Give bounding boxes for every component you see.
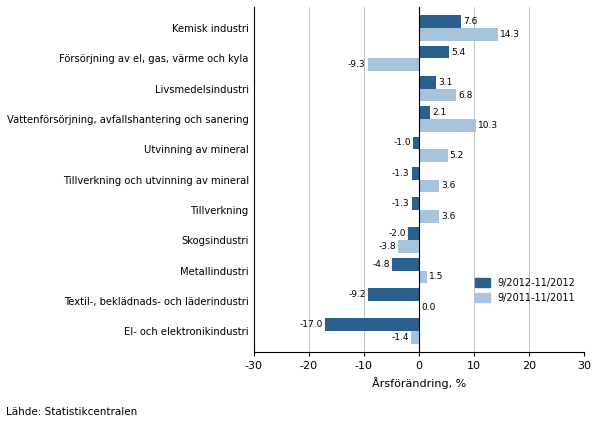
Text: -9.2: -9.2 (349, 290, 366, 299)
Text: Lähde: Statistikcentralen: Lähde: Statistikcentralen (6, 407, 137, 417)
Text: 5.2: 5.2 (450, 151, 464, 160)
Bar (419, 28, 498, 41)
Bar (368, 59, 419, 71)
Bar (419, 149, 447, 162)
Text: 10.3: 10.3 (478, 121, 498, 130)
Bar (419, 16, 460, 28)
Bar (419, 271, 427, 283)
Text: -4.8: -4.8 (373, 260, 390, 269)
Bar (392, 258, 419, 271)
Bar (419, 210, 439, 223)
Bar (419, 76, 436, 89)
Bar (419, 89, 456, 101)
Text: 0.0: 0.0 (421, 303, 435, 312)
Text: -9.3: -9.3 (348, 60, 365, 69)
Text: 3.1: 3.1 (438, 78, 453, 87)
Text: -2.0: -2.0 (388, 229, 405, 238)
Text: -3.8: -3.8 (378, 242, 396, 251)
Bar (419, 180, 439, 192)
Bar (413, 136, 419, 149)
Text: 3.6: 3.6 (441, 181, 455, 190)
Bar (419, 119, 475, 132)
Text: 5.4: 5.4 (451, 48, 465, 56)
Text: 1.5: 1.5 (429, 272, 444, 281)
Text: -1.0: -1.0 (393, 139, 411, 147)
X-axis label: Årsförändring, %: Årsförändring, % (372, 377, 466, 389)
Bar (368, 288, 419, 301)
Bar (398, 240, 419, 253)
Bar (411, 331, 419, 344)
Legend: 9/2012-11/2012, 9/2011-11/2011: 9/2012-11/2012, 9/2011-11/2011 (471, 274, 579, 306)
Text: 3.6: 3.6 (441, 212, 455, 221)
Bar (411, 167, 419, 180)
Bar (411, 197, 419, 210)
Text: 2.1: 2.1 (432, 108, 447, 117)
Text: -17.0: -17.0 (300, 320, 323, 329)
Text: -1.3: -1.3 (392, 169, 410, 178)
Bar (325, 318, 419, 331)
Text: 14.3: 14.3 (500, 30, 520, 39)
Text: -1.3: -1.3 (392, 199, 410, 208)
Bar (408, 227, 419, 240)
Bar (419, 107, 431, 119)
Text: 6.8: 6.8 (459, 91, 473, 100)
Bar (419, 46, 448, 59)
Text: -1.4: -1.4 (392, 333, 409, 342)
Text: 7.6: 7.6 (463, 17, 477, 26)
